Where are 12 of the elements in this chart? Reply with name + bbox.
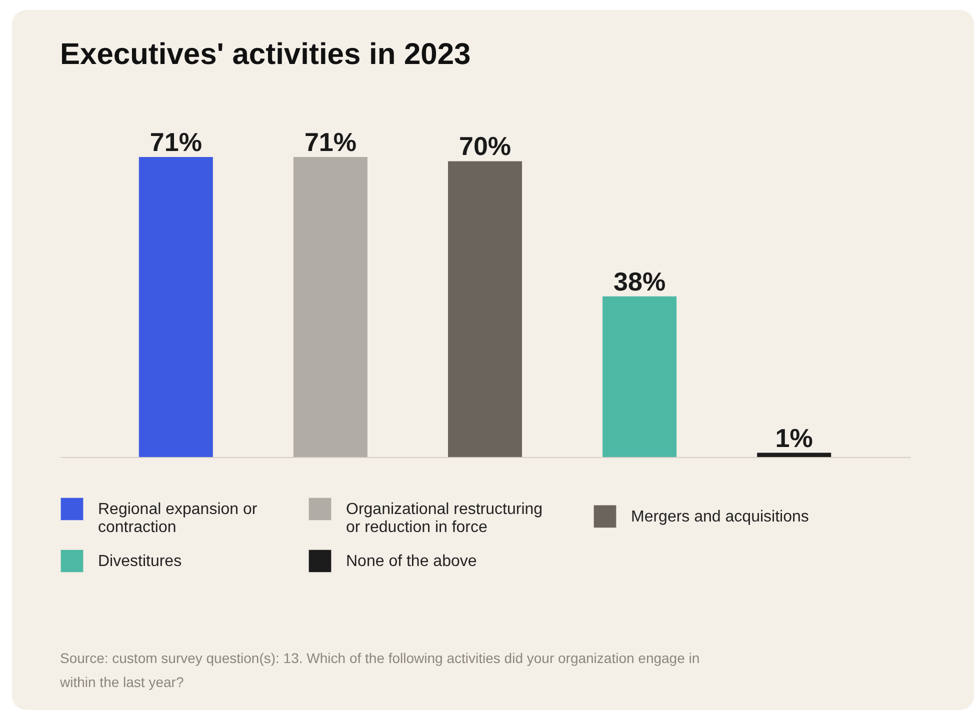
data-label: 70%: [458, 131, 512, 162]
legend-label: None of the above: [346, 553, 477, 570]
legend-label: Regional expansion or contraction: [98, 501, 258, 536]
data-label: 71%: [150, 127, 202, 157]
source-note: Source: custom survey question(s): 13. Which of the following activities did your organization engage in within the last year?: [60, 649, 701, 692]
legend-label: Mergers and acquisitions: [631, 508, 809, 526]
legend-label: Organizational restructuring or reduction in force: [346, 501, 543, 536]
data-label: 71%: [304, 127, 356, 157]
data-label: 38%: [614, 266, 666, 296]
legend-label: Divestitures: [98, 553, 182, 570]
data-label: 1%: [775, 422, 813, 453]
chart-title: Executives' activities in 2023: [60, 38, 471, 71]
